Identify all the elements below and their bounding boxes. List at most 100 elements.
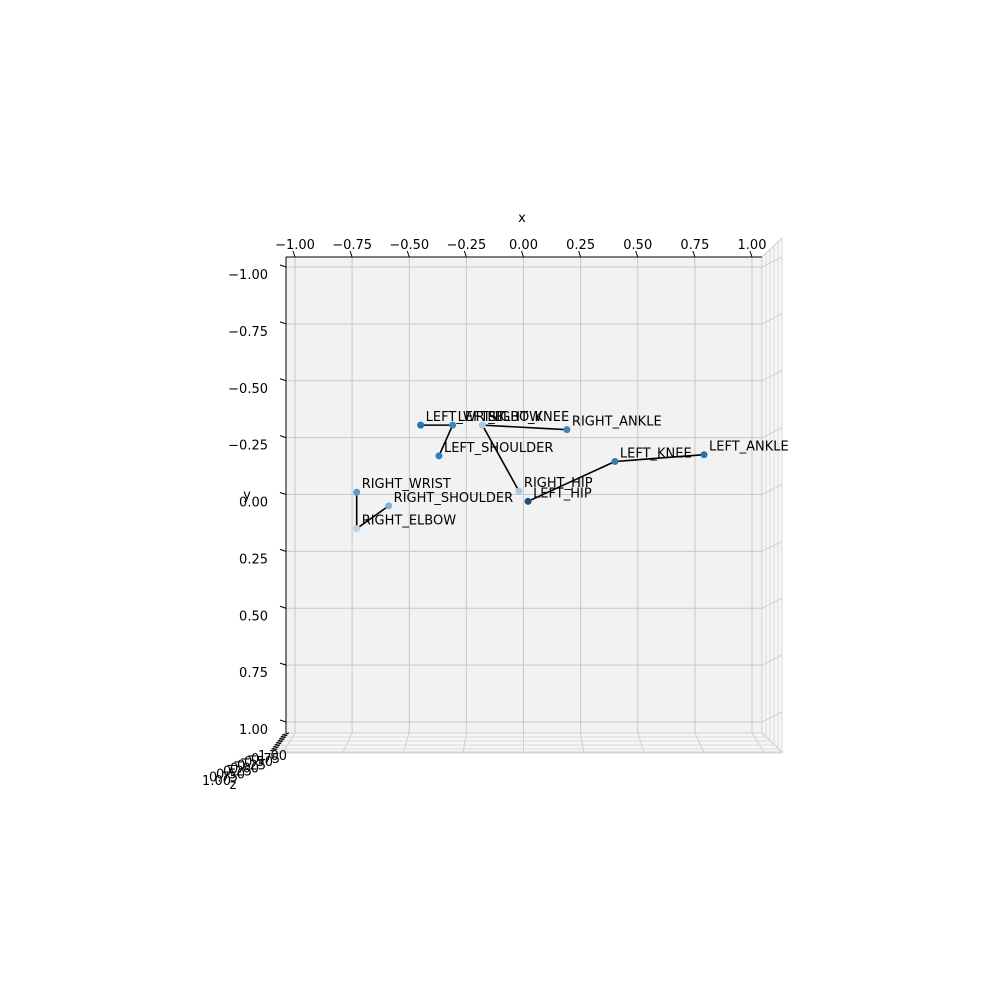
- depth-line-right: [761, 427, 783, 439]
- x-tick-label: 0.25: [566, 238, 595, 253]
- depth-line-right: [761, 313, 783, 325]
- z-tick-label: 0.25: [223, 765, 252, 780]
- point-label-right-hip: RIGHT_HIP: [524, 476, 593, 491]
- y-tick: [279, 264, 287, 268]
- skeleton-points: [353, 421, 708, 533]
- grid-lines: [286, 257, 762, 733]
- y-tick-label: 1.00: [239, 723, 268, 738]
- point-left-hip: [524, 497, 532, 505]
- depth-grid-lines: [276, 237, 783, 754]
- point-right-hip: [515, 487, 523, 495]
- z-tick: [275, 740, 284, 744]
- y-tick: [279, 719, 287, 723]
- point-right-ankle: [563, 426, 571, 434]
- x-tick-label: 1.00: [738, 238, 767, 253]
- y-tick: [279, 378, 287, 382]
- point-label-right-knee: RIGHT_KNEE: [487, 410, 569, 425]
- axes: −1.00−1.00−0.75−0.75−0.50−0.50−0.25−0.25…: [202, 238, 766, 789]
- point-label-left-knee: LEFT_KNEE: [620, 447, 692, 462]
- skeleton-edges: [355, 424, 705, 530]
- skeleton-edge-right-knee-to-right-ankle: [482, 424, 567, 431]
- x-tick: [521, 250, 524, 258]
- y-tick-label: −0.50: [228, 382, 268, 397]
- z-tick: [274, 742, 282, 746]
- y-tick-label: −0.25: [228, 439, 268, 454]
- point-left-wrist: [417, 421, 425, 429]
- y-tick: [279, 321, 287, 325]
- y-tick: [279, 548, 287, 552]
- y-axis-label: y: [243, 488, 251, 503]
- depth-line-right: [761, 654, 783, 666]
- point-left-knee: [611, 458, 619, 466]
- point-label-left-ankle: LEFT_ANKLE: [709, 440, 789, 455]
- depth-line-right: [761, 540, 783, 552]
- x-tick: [749, 250, 753, 258]
- z-tick: [277, 738, 285, 742]
- y-tick: [279, 662, 287, 666]
- point-label-right-elbow: RIGHT_ELBOW: [362, 514, 457, 529]
- x-tick-label: 0.00: [509, 238, 538, 253]
- x-tick-label: −0.75: [332, 238, 372, 253]
- y-tick: [279, 605, 287, 609]
- point-right-elbow: [353, 525, 361, 533]
- y-tick-label: 0.50: [239, 609, 268, 624]
- x-tick: [463, 250, 467, 258]
- z-tick: [278, 736, 287, 740]
- depth-line-right: [761, 256, 783, 268]
- point-left-shoulder: [435, 452, 443, 460]
- point-label-left-hip: LEFT_HIP: [533, 486, 592, 501]
- point-right-wrist: [353, 488, 361, 496]
- z-tick-label: −1.00: [247, 749, 287, 764]
- z-tick-label: −0.25: [226, 758, 266, 773]
- z-tick: [281, 732, 290, 736]
- point-label-left-wrist: LEFT_WRIST: [426, 410, 505, 425]
- x-tick-label: 0.75: [680, 238, 709, 253]
- y-tick: [279, 435, 287, 439]
- x-tick-label: −0.50: [389, 238, 429, 253]
- point-label-left-elbow: LEFT_ELBOW: [458, 410, 543, 425]
- z-tick-label: −0.50: [233, 755, 273, 770]
- y-tick-label: 0.25: [239, 552, 268, 567]
- z-tick-label: 0.50: [216, 768, 245, 783]
- y-tick-label: 0.75: [239, 666, 268, 681]
- z-tick: [272, 744, 281, 748]
- z-tick-label: 0.75: [209, 771, 238, 786]
- depth-line-right: [761, 484, 783, 495]
- y-tick-label: −0.75: [228, 325, 268, 340]
- skeleton-edge-right-elbow-to-right-shoulder: [356, 505, 390, 530]
- x-tick: [349, 250, 353, 258]
- x-tick-label: −1.00: [275, 238, 315, 253]
- x-tick: [292, 250, 296, 258]
- point-label-right-wrist: RIGHT_WRIST: [362, 477, 451, 492]
- z-tick-label: 0.00: [230, 761, 259, 776]
- skeleton-edge-right-knee-to-right-hip: [481, 424, 520, 492]
- y-tick-label: −1.00: [228, 268, 268, 283]
- depth-line-right: [761, 370, 783, 382]
- point-label-right-ankle: RIGHT_ANKLE: [572, 415, 662, 430]
- point-label-left-shoulder: LEFT_SHOULDER: [444, 441, 553, 456]
- y-tick: [279, 492, 287, 495]
- z-axis-label: z: [230, 778, 237, 793]
- z-tick-label: −0.75: [240, 752, 280, 767]
- skeleton-edge-left-knee-to-left-ankle: [614, 453, 705, 463]
- z-tick: [271, 746, 279, 750]
- depth-line-right: [761, 711, 783, 723]
- x-tick-label: 0.50: [623, 238, 652, 253]
- x-tick: [406, 250, 410, 258]
- point-right-shoulder: [385, 502, 393, 510]
- x-axis-label: x: [518, 211, 526, 226]
- skeleton-edge-left-hip-to-left-knee: [527, 460, 616, 503]
- z-tick-label: 1.00: [202, 774, 231, 789]
- depth-line-right: [761, 597, 783, 609]
- skeleton-edge-left-elbow-to-left-shoulder: [438, 424, 454, 457]
- point-label-right-shoulder: RIGHT_SHOULDER: [394, 491, 513, 506]
- z-tick: [280, 734, 288, 738]
- point-left-elbow: [449, 421, 457, 429]
- x-tick-label: −0.25: [446, 238, 486, 253]
- y-tick-label: 0.00: [239, 496, 268, 511]
- point-right-knee: [478, 421, 486, 429]
- x-tick: [635, 250, 639, 258]
- x-tick: [692, 250, 696, 258]
